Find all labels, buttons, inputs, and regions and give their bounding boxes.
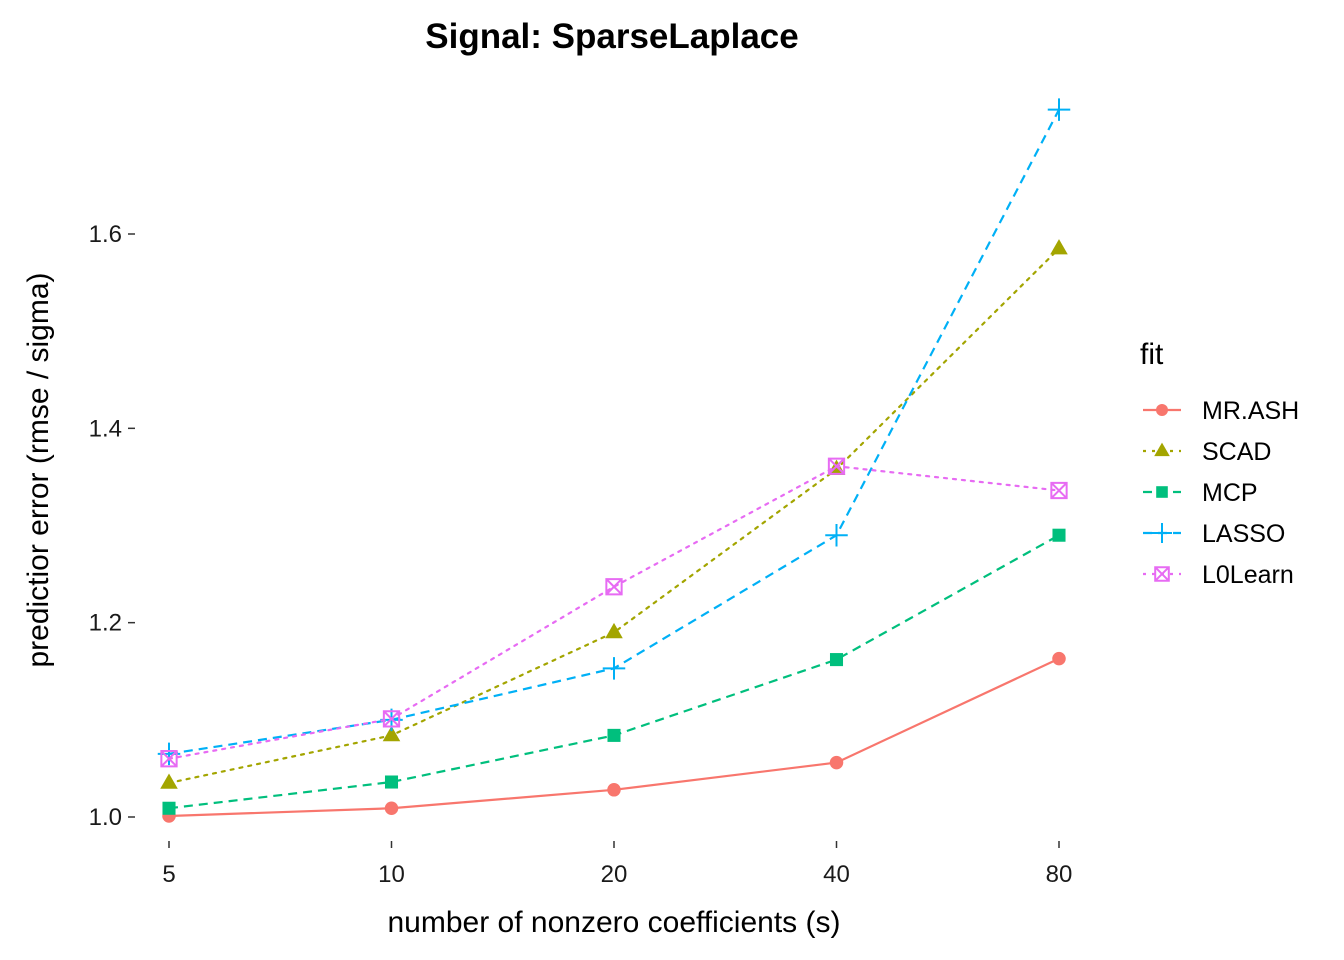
data-point <box>1050 239 1068 255</box>
series-mcp <box>162 528 1066 815</box>
legend-marker <box>1154 442 1170 457</box>
series-line <box>167 465 1061 760</box>
data-point <box>607 728 621 742</box>
x-tick-label: 5 <box>162 861 175 888</box>
data-point <box>382 710 401 728</box>
data-point <box>162 801 176 815</box>
y-tick-label: 1.0 <box>89 804 122 831</box>
series-line <box>167 247 1061 785</box>
x-tick-label: 80 <box>1046 861 1073 888</box>
data-point <box>607 783 621 797</box>
data-point <box>1052 651 1066 666</box>
legend-title: fit <box>1140 338 1164 371</box>
legend-item: MCP <box>1143 479 1258 507</box>
legend: fit MR.ASH SCAD MCP LASSO L0Learn <box>1140 338 1299 589</box>
data-point <box>605 622 623 639</box>
series-scad <box>160 239 1068 789</box>
legend-label: MR.ASH <box>1202 397 1299 425</box>
data-point <box>827 457 846 475</box>
data-point <box>384 801 399 816</box>
legend-item: L0Learn <box>1143 561 1294 589</box>
legend-marker <box>1156 486 1168 498</box>
y-tick-label: 1.4 <box>89 415 122 442</box>
x-tick-label: 10 <box>378 861 405 888</box>
series-mr-ash <box>162 651 1066 823</box>
y-tick-label: 1.2 <box>89 610 122 637</box>
legend-label: L0Learn <box>1202 561 1294 589</box>
data-point <box>1052 528 1066 542</box>
legend-label: SCAD <box>1202 438 1271 466</box>
y-axis-title: predictior error (rmse / sigma) <box>22 272 55 667</box>
legend-marker <box>1154 566 1170 582</box>
data-point <box>160 750 178 768</box>
axes: 1.0 1.2 1.4 1.6 5 10 20 40 80 <box>89 221 1073 888</box>
legend-label: LASSO <box>1202 520 1285 548</box>
data-point <box>602 657 626 680</box>
legend-item: SCAD <box>1143 438 1271 466</box>
data-point <box>1047 98 1071 121</box>
chart-title: Signal: SparseLaplace <box>425 17 798 56</box>
data-point <box>829 755 844 770</box>
x-tick-label: 40 <box>823 861 850 888</box>
data-point <box>1050 481 1068 500</box>
legend-marker <box>1156 404 1168 416</box>
data-point <box>382 725 401 742</box>
legend-marker <box>1152 523 1172 543</box>
legend-label: MCP <box>1202 479 1258 507</box>
series-lasso <box>157 98 1071 766</box>
data-point <box>384 775 399 789</box>
data-point <box>160 773 178 789</box>
series-layer <box>157 98 1071 823</box>
data-point <box>825 523 848 547</box>
data-point <box>605 578 623 596</box>
x-axis-title: number of nonzero coefficients (s) <box>387 906 840 939</box>
legend-item: LASSO <box>1143 520 1285 548</box>
legend-item: MR.ASH <box>1143 397 1299 425</box>
series-l0learn <box>160 457 1068 768</box>
data-point <box>829 653 844 667</box>
y-tick-label: 1.6 <box>89 221 122 248</box>
x-tick-label: 20 <box>601 861 628 888</box>
